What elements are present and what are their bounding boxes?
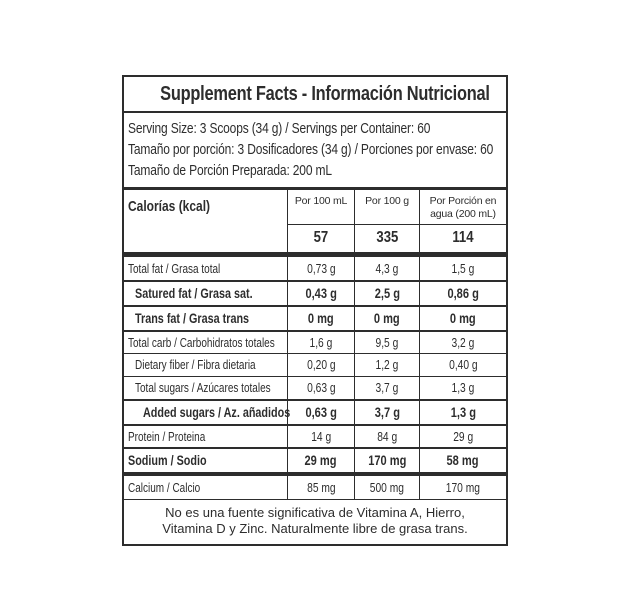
nutrient-row: Dietary fiber / Fibra dietaria 0,20 g 1,… (124, 353, 506, 376)
nutrient-name: Total sugars / Azúcares totales (135, 381, 271, 395)
supplement-facts-label: Supplement Facts - Información Nutricion… (122, 75, 508, 546)
nutrient-name: Trans fat / Grasa trans (135, 311, 250, 326)
value-per-portion: 170 mg (419, 476, 506, 499)
value-per-100ml: 14 g (287, 426, 354, 447)
nutrient-row: Satured fat / Grasa sat. 0,43 g 2,5 g 0,… (124, 280, 506, 305)
value-per-portion: 0 mg (419, 307, 506, 330)
thick-divider (124, 472, 506, 476)
nutrient-name: Dietary fiber / Fibra dietaria (135, 358, 256, 372)
value-per-portion: 0,40 g (419, 354, 506, 376)
nutrient-name: Sodium / Sodio (128, 453, 207, 468)
value-per-100ml: 29 mg (287, 449, 354, 472)
nutrient-row: Total sugars / Azúcares totales 0,63 g 3… (124, 376, 506, 399)
column-header-per-100ml: Por 100 mL (287, 190, 354, 225)
nutrient-row: Calcium / Calcio 85 mg 500 mg 170 mg (124, 476, 506, 499)
value-per-100g: 500 mg (354, 476, 419, 499)
nutrient-name: Protein / Proteina (128, 429, 206, 444)
nutrient-name: Total carb / Carbohidratos totales (128, 335, 275, 350)
value-per-portion: 3,2 g (419, 332, 506, 353)
nutrient-row: Added sugars / Az. añadidos 0,63 g 3,7 g… (124, 399, 506, 424)
nutrient-name: Added sugars / Az. añadidos (143, 405, 291, 420)
column-header-per-portion: Por Porción en agua (200 mL) (419, 190, 506, 225)
value-per-100ml: 0 mg (287, 307, 354, 330)
footnote-line-1: No es una fuente significativa de Vitami… (165, 505, 465, 520)
value-per-100g: 84 g (354, 426, 419, 447)
value-per-portion: 29 g (419, 426, 506, 447)
value-per-100g: 3,7 g (354, 401, 419, 424)
footnote: No es una fuente significativa de Vitami… (124, 499, 506, 544)
value-per-portion: 0,86 g (419, 282, 506, 305)
value-per-100g: 0 mg (354, 307, 419, 330)
value-per-100g: 1,2 g (354, 354, 419, 376)
value-per-100g: 4,3 g (354, 257, 419, 280)
value-per-100g: 170 mg (354, 449, 419, 472)
nutrient-row: Total fat / Grasa total 0,73 g 4,3 g 1,5… (124, 257, 506, 280)
label-title-text: Supplement Facts - Información Nutricion… (160, 83, 490, 105)
value-per-portion: 1,5 g (419, 257, 506, 280)
value-per-100g: 9,5 g (354, 332, 419, 353)
calories-value-per-100g: 335 (354, 225, 419, 252)
nutrient-row: Sodium / Sodio 29 mg 170 mg 58 mg (124, 447, 506, 472)
prepared-portion-line: Tamaño de Porción Preparada: 200 mL (128, 162, 332, 179)
value-per-100ml: 0,73 g (287, 257, 354, 280)
serving-info: Serving Size: 3 Scoops (34 g) / Servings… (124, 113, 506, 190)
value-per-100ml: 1,6 g (287, 332, 354, 353)
value-per-100ml: 0,43 g (287, 282, 354, 305)
value-per-portion: 1,3 g (419, 401, 506, 424)
serving-size-line-en: Serving Size: 3 Scoops (34 g) / Servings… (128, 120, 431, 137)
nutrient-row: Total carb / Carbohidratos totales 1,6 g… (124, 330, 506, 353)
value-per-portion: 1,3 g (419, 377, 506, 399)
value-per-100g: 3,7 g (354, 377, 419, 399)
nutrient-row: Protein / Proteina 14 g 84 g 29 g (124, 424, 506, 447)
nutrient-row: Trans fat / Grasa trans 0 mg 0 mg 0 mg (124, 305, 506, 330)
calories-label: Calorías (kcal) (128, 198, 211, 215)
nutrient-name: Total fat / Grasa total (128, 261, 221, 276)
calories-value-per-portion: 114 (419, 225, 506, 252)
nutrient-rows: Total fat / Grasa total 0,73 g 4,3 g 1,5… (124, 257, 506, 499)
label-title: Supplement Facts - Información Nutricion… (124, 77, 506, 113)
value-per-100ml: 0,63 g (287, 401, 354, 424)
value-per-100g: 2,5 g (354, 282, 419, 305)
value-per-100ml: 0,20 g (287, 354, 354, 376)
serving-size-line-es: Tamaño por porción: 3 Dosificadores (34 … (128, 141, 494, 158)
column-header-per-100g: Por 100 g (354, 190, 419, 225)
value-per-portion: 58 mg (419, 449, 506, 472)
footnote-line-2: Vitamina D y Zinc. Naturalmente libre de… (162, 521, 468, 536)
calories-section: Calorías (kcal) Por 100 mL Por 100 g Por… (124, 190, 506, 257)
nutrient-name: Satured fat / Grasa sat. (135, 286, 253, 301)
calories-value-per-100ml: 57 (287, 225, 354, 252)
nutrient-name: Calcium / Calcio (128, 480, 201, 495)
value-per-100ml: 85 mg (287, 476, 354, 499)
value-per-100ml: 0,63 g (287, 377, 354, 399)
